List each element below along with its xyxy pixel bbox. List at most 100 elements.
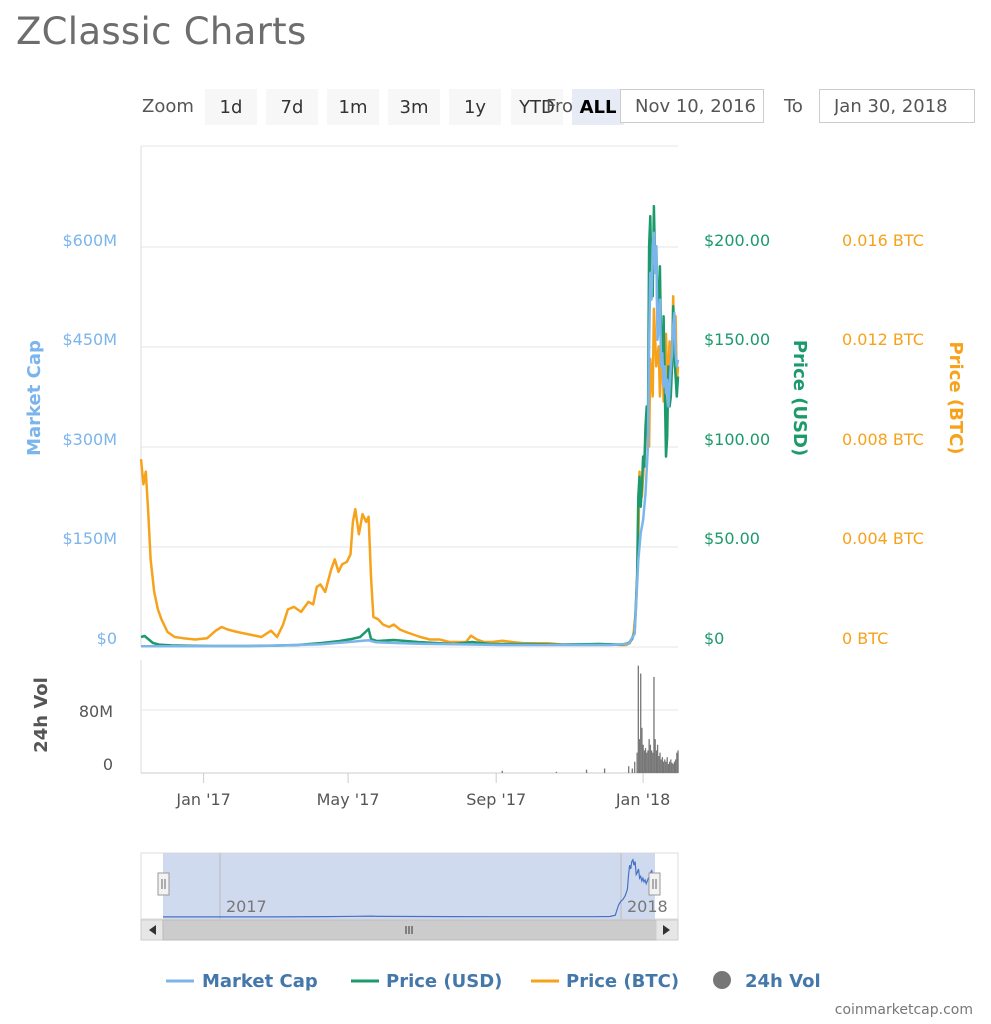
price-btc-tick: 0 BTC bbox=[842, 629, 888, 648]
volume-bar bbox=[655, 750, 658, 773]
volume-bar bbox=[672, 763, 674, 773]
page-title: ZClassic Charts bbox=[16, 10, 307, 53]
navigator-right-handle[interactable] bbox=[648, 872, 661, 896]
volume-bar bbox=[653, 676, 655, 773]
legend-label: 24h Vol bbox=[745, 971, 821, 992]
volume-bar bbox=[656, 744, 659, 773]
volume-bar bbox=[501, 770, 503, 773]
price-usd-tick: $50.00 bbox=[704, 529, 760, 548]
volume-bar bbox=[671, 762, 673, 773]
price-usd-tick: $150.00 bbox=[704, 330, 770, 349]
volume-bar bbox=[649, 744, 652, 773]
price-usd-tick: $200.00 bbox=[704, 231, 770, 250]
volume-bar bbox=[648, 739, 650, 773]
price-btc-tick: 0.008 BTC bbox=[842, 430, 924, 449]
volume-bar bbox=[654, 739, 656, 773]
volume-bar bbox=[643, 750, 645, 773]
volume-bar bbox=[665, 761, 667, 773]
legend-label: Market Cap bbox=[202, 971, 318, 992]
legend-item-price-usd[interactable]: Price (USD) bbox=[351, 971, 502, 992]
x-tick-label: Jan '18 bbox=[615, 790, 671, 809]
zoom-3m-button[interactable]: 3m bbox=[388, 89, 440, 125]
x-tick-label: Jan '17 bbox=[175, 790, 231, 809]
volume-bar bbox=[667, 763, 670, 773]
volume-bar bbox=[676, 752, 678, 773]
volume-bar bbox=[652, 752, 654, 773]
zoom-label: Zoom bbox=[142, 96, 194, 117]
volume-bar bbox=[585, 769, 588, 773]
price-btc-tick: 0.016 BTC bbox=[842, 231, 924, 250]
zoom-ytd-button[interactable]: YTD bbox=[511, 89, 563, 125]
navigator-label-2018: 2018 bbox=[627, 897, 668, 916]
from-date-input[interactable] bbox=[620, 89, 764, 123]
price-btc-axis-title: Price (BTC) bbox=[945, 341, 966, 454]
volume-layer bbox=[501, 665, 679, 773]
market-cap-tick: $600M bbox=[62, 231, 117, 250]
volume-bar bbox=[673, 761, 676, 773]
zoom-1y-button[interactable]: 1y bbox=[449, 89, 501, 125]
volume-bar bbox=[631, 768, 633, 773]
x-tick-label: Sep '17 bbox=[466, 790, 526, 809]
volume-bar bbox=[638, 739, 641, 773]
series-layer bbox=[139, 204, 680, 648]
volume-bar bbox=[674, 759, 677, 773]
volume-bar bbox=[660, 759, 662, 773]
volume-bar bbox=[555, 771, 558, 773]
volume-bar bbox=[661, 757, 664, 773]
navigator-selected-range[interactable] bbox=[163, 853, 655, 919]
market-cap-tick: $0 bbox=[97, 629, 117, 648]
scrollbar[interactable] bbox=[140, 919, 679, 941]
market-cap-tick: $300M bbox=[62, 430, 117, 449]
volume-bar bbox=[650, 750, 653, 773]
volume-bar bbox=[664, 759, 666, 773]
volume-tick: 0 bbox=[103, 755, 113, 774]
volume-bar bbox=[634, 761, 636, 773]
market-cap-tick: $150M bbox=[62, 529, 117, 548]
x-axis bbox=[203, 773, 644, 783]
volume-bar bbox=[646, 752, 648, 773]
volume-bar bbox=[677, 750, 679, 773]
volume-bar bbox=[603, 768, 606, 773]
series-line-price-usd bbox=[140, 204, 680, 648]
series-line-market-cap bbox=[141, 231, 680, 648]
zoom-1d-button[interactable]: 1d bbox=[205, 89, 257, 125]
legend-item-24h-vol[interactable]: 24h Vol bbox=[713, 971, 821, 992]
zoom-1m-button[interactable]: 1m bbox=[327, 89, 379, 125]
volume-bar bbox=[647, 750, 649, 773]
to-date-input[interactable] bbox=[819, 89, 975, 123]
volume-bar bbox=[637, 665, 639, 773]
volume-bar bbox=[668, 761, 671, 773]
legend-item-market-cap[interactable]: Market Cap bbox=[166, 971, 318, 992]
volume-bar bbox=[644, 748, 647, 773]
legend-item-price-btc[interactable]: Price (BTC) bbox=[531, 971, 679, 992]
series-line-price-btc bbox=[139, 295, 680, 647]
navigator-label-2017: 2017 bbox=[226, 897, 267, 916]
volume-bar bbox=[641, 727, 643, 773]
navigator-left-handle[interactable] bbox=[157, 872, 170, 896]
volume-tick: 80M bbox=[79, 702, 113, 721]
volume-bar bbox=[636, 752, 638, 773]
volume-bar bbox=[659, 752, 661, 773]
gridlines bbox=[140, 145, 678, 774]
volume-bar bbox=[640, 673, 642, 773]
to-label: To bbox=[784, 96, 803, 117]
zoom-all-button[interactable]: ALL bbox=[572, 89, 624, 125]
price-btc-tick: 0.004 BTC bbox=[842, 529, 924, 548]
volume-bar bbox=[642, 744, 644, 773]
legend-label: Price (BTC) bbox=[566, 971, 679, 992]
price-usd-tick: $100.00 bbox=[704, 430, 770, 449]
volume-bar bbox=[658, 756, 660, 773]
legend: Market Cap Price (USD) Price (BTC) 24h V… bbox=[166, 971, 821, 992]
volume-bar bbox=[666, 757, 668, 773]
zoom-7d-button[interactable]: 7d bbox=[266, 89, 318, 125]
volume-bar bbox=[670, 759, 672, 773]
price-usd-axis-title: Price (USD) bbox=[789, 340, 810, 456]
volume-axis-title: 24h Vol bbox=[31, 677, 52, 753]
volume-bar bbox=[662, 761, 665, 773]
navigator-series-line bbox=[163, 858, 656, 918]
volume-bar bbox=[628, 766, 630, 773]
navigator[interactable]: 2017 2018 bbox=[140, 852, 679, 920]
price-usd-tick: $0 bbox=[704, 629, 724, 648]
credit-link[interactable]: coinmarketcap.com bbox=[834, 1002, 973, 1018]
